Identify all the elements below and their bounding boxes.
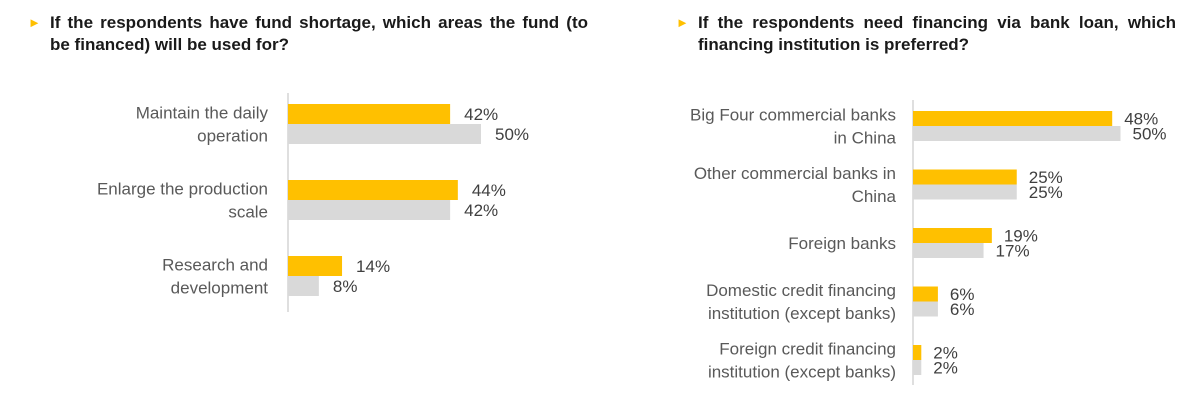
bar-series-1 bbox=[913, 228, 992, 243]
category-label-line: Foreign banks bbox=[788, 234, 896, 253]
right-chart-title: If the respondents need financing via ba… bbox=[698, 13, 1176, 54]
data-label: 50% bbox=[495, 125, 529, 144]
category-label-line: Big Four commercial banks bbox=[690, 106, 896, 125]
bar-series-1 bbox=[913, 111, 1113, 126]
category-label-line: operation bbox=[197, 127, 268, 146]
data-label: 25% bbox=[1029, 183, 1063, 202]
bar-series-2 bbox=[913, 184, 1017, 200]
data-label: 42% bbox=[464, 201, 498, 220]
category-label: Maintain the daily operation bbox=[136, 104, 269, 146]
data-label: 6% bbox=[950, 285, 975, 304]
bar-series-1 bbox=[913, 169, 1017, 185]
bar-series-2 bbox=[913, 360, 922, 375]
data-label: 8% bbox=[333, 277, 358, 296]
bar-series-2 bbox=[913, 243, 984, 258]
category-label-line: institution (except banks) bbox=[708, 304, 896, 323]
data-label: 25% bbox=[1029, 168, 1063, 187]
bar-series-2 bbox=[288, 200, 451, 220]
left-chart-panel: ► If the respondents have fund shortage,… bbox=[28, 12, 588, 312]
left-bar-chart: Maintain the daily operation42%50%Enlarge… bbox=[97, 93, 529, 312]
right-chart-panel: ► If the respondents need financing via … bbox=[600, 0, 1200, 411]
bar-series-1 bbox=[288, 104, 451, 124]
category-label: Domestic credit financing institution (ex… bbox=[706, 281, 896, 323]
category-label-line: development bbox=[171, 279, 269, 298]
category-label-line: Foreign credit financing bbox=[719, 340, 896, 359]
data-label: 42% bbox=[464, 105, 498, 124]
category-label-line: in China bbox=[834, 129, 897, 148]
right-chart-title-row: ► If the respondents need financing via … bbox=[676, 12, 1176, 56]
category-label: Foreign banks bbox=[788, 234, 896, 253]
bar-series-2 bbox=[288, 276, 319, 296]
data-label: 44% bbox=[472, 181, 506, 200]
category-label: Enlarge the production scale bbox=[97, 180, 268, 222]
category-label: Other commercial banks in China bbox=[694, 164, 897, 206]
category-label-line: scale bbox=[228, 203, 268, 222]
bar-series-1 bbox=[913, 345, 922, 360]
data-label: 17% bbox=[996, 242, 1030, 261]
category-label: Foreign credit financing institution (exc… bbox=[708, 340, 896, 382]
data-label: 6% bbox=[950, 300, 975, 319]
bar-series-1 bbox=[288, 180, 458, 200]
category-label-line: institution (except banks) bbox=[708, 363, 896, 382]
bar-series-2 bbox=[288, 124, 481, 144]
right-bar-chart: Big Four commercial banks in China 48%50% O… bbox=[690, 100, 1167, 385]
bar-series-2 bbox=[913, 301, 938, 317]
category-label-line: Research and bbox=[162, 256, 268, 275]
bar-series-1 bbox=[913, 286, 938, 302]
category-label-line: China bbox=[852, 187, 897, 206]
category-label: Big Four commercial banks in China bbox=[690, 106, 897, 148]
category-label-line: Enlarge the production bbox=[97, 180, 268, 199]
left-chart-title: If the respondents have fund shortage, w… bbox=[50, 13, 588, 54]
data-label: 14% bbox=[356, 257, 390, 276]
triangle-bullet-icon: ► bbox=[676, 15, 689, 30]
data-label: 50% bbox=[1133, 125, 1167, 144]
data-label: 19% bbox=[1004, 227, 1038, 246]
bar-series-2 bbox=[913, 126, 1121, 141]
category-label-line: Maintain the daily bbox=[136, 104, 269, 123]
data-label: 48% bbox=[1124, 110, 1158, 129]
data-label: 2% bbox=[933, 359, 958, 378]
bar-series-1 bbox=[288, 256, 343, 276]
left-chart-title-row: ► If the respondents have fund shortage,… bbox=[28, 12, 588, 56]
triangle-bullet-icon: ► bbox=[28, 15, 41, 30]
data-label: 2% bbox=[933, 344, 958, 363]
category-label: Research and development bbox=[162, 256, 268, 298]
category-label-line: Other commercial banks in bbox=[694, 164, 896, 183]
category-label-line: Domestic credit financing bbox=[706, 281, 896, 300]
